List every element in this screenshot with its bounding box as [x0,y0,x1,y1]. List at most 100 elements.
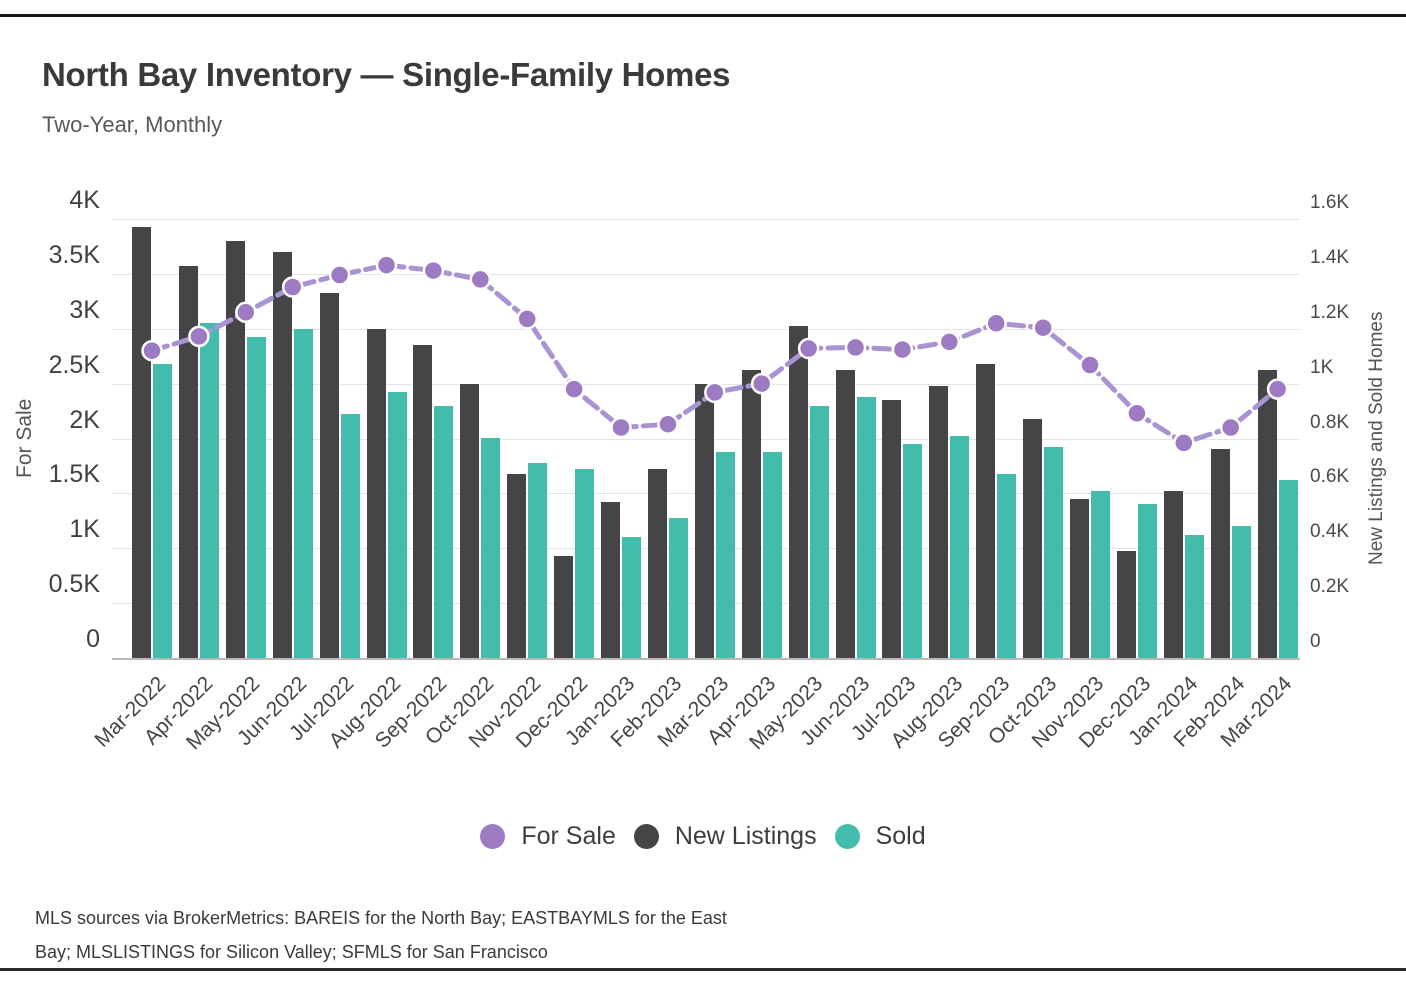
for-sale-point [281,276,304,298]
bar-new-listings [1116,551,1136,658]
bar-sold [246,337,266,658]
x-axis-line [112,658,1300,660]
bar-sold [340,414,360,658]
bar-new-listings [976,364,996,658]
legend-item-sold[interactable]: Sold [834,822,926,851]
bar-sold [528,463,548,658]
source-note: MLS sources via BrokerMetrics: BAREIS fo… [35,901,727,969]
legend-item-for-sale[interactable]: For Sale [480,822,616,851]
bar-new-listings [882,400,902,658]
bar-sold [715,452,735,658]
bar-new-listings [178,266,198,658]
bar-sold [153,364,172,658]
source-note-line2: Bay; MLSLISTINGS for Silicon Valley; SFM… [35,942,548,962]
bar-new-listings [1023,419,1043,658]
right-axis-tick-label: 1.6K [1310,192,1350,213]
left-axis-tick-label: 1.5K [48,460,100,489]
bar-new-listings [225,241,245,658]
right-axis-tick-label: 0.8K [1310,411,1350,433]
legend-item-new-listings[interactable]: New Listings [633,822,817,851]
bar-new-listings [741,370,761,658]
bar-new-listings [319,293,339,658]
for-sale-point [1173,432,1195,454]
bar-sold [622,537,641,658]
for-sale-point [985,312,1007,335]
right-axis-tick-label: 1K [1310,356,1334,378]
for-sale-point [750,372,773,395]
bar-sold [199,323,219,658]
left-axis-tick-label: 2K [69,405,100,434]
for-sale-point [891,338,914,361]
bar-new-listings [413,345,433,658]
legend-swatch-icon [834,824,860,849]
for-sale-point [1079,354,1101,376]
bar-new-listings [929,386,949,658]
for-sale-point [375,254,398,276]
for-sale-point [797,337,820,360]
bar-sold [903,444,923,658]
bottom-border-rule [0,968,1406,971]
for-sale-point [188,325,210,348]
for-sale-line-layer [141,254,1289,454]
for-sale-point [704,381,726,404]
legend-label: Sold [875,822,926,850]
for-sale-point [516,308,538,330]
bar-new-listings [1257,370,1277,658]
left-axis-tick-label: 0 [86,625,100,653]
bar-new-listings [507,474,527,658]
bar-sold [481,438,501,658]
bar-sold [434,406,454,658]
chart-title: North Bay Inventory — Single-Family Home… [42,56,731,93]
bar-sold [997,474,1017,658]
bar-new-listings [788,326,808,658]
for-sale-point [422,259,445,282]
for-sale-point [1266,378,1289,400]
legend: For Sale New Listings Sold [0,822,1406,851]
bar-sold [1231,526,1251,658]
bar-new-listings [647,469,667,658]
for-sale-point [328,264,351,286]
source-note-line1: MLS sources via BrokerMetrics: BAREIS fo… [35,908,727,928]
bar-sold [668,518,688,658]
bar-sold [809,406,829,658]
bar-new-listings [132,227,151,658]
bar-new-listings [554,556,574,658]
top-border-rule [0,14,1406,17]
chart-subtitle: Two-Year, Monthly [42,112,223,137]
right-axis-tick-label: 0.4K [1310,521,1350,543]
bar-new-listings [1163,491,1183,658]
bar-sold [575,469,595,658]
for-sale-point [1032,316,1054,339]
bar-sold [762,452,782,658]
bar-new-listings [272,252,292,658]
legend-label: New Listings [674,822,817,850]
left-axis-tick-label: 1K [69,515,100,544]
legend-swatch-icon [480,824,506,849]
gridline [112,219,1300,220]
left-axis-tick-label: 2.5K [48,350,100,379]
legend-label: For Sale [521,822,616,850]
left-axis-tick-label: 3K [69,295,100,324]
left-axis-tick-label: 3.5K [48,240,100,269]
bar-sold [293,329,313,658]
right-axis-tick-label: 1.4K [1310,246,1350,268]
bar-new-listings [835,370,855,658]
bar-sold [1278,480,1298,658]
for-sale-point [938,331,961,353]
for-sale-point [469,268,492,291]
for-sale-point [141,339,163,362]
bar-new-listings [1070,499,1089,658]
right-axis-tick-label: 0.6K [1310,466,1350,488]
gridline [112,273,1300,275]
for-sale-point [235,301,257,324]
bar-sold [856,397,876,658]
for-sale-point [610,416,632,439]
bar-sold [1091,491,1110,658]
gridline [112,328,1300,330]
bar-new-listings [460,384,480,658]
bar-sold [950,436,970,658]
right-axis-tick-label: 0 [1310,631,1321,652]
bar-sold [1184,535,1204,658]
bar-new-listings [366,329,386,658]
for-sale-point [844,336,867,359]
